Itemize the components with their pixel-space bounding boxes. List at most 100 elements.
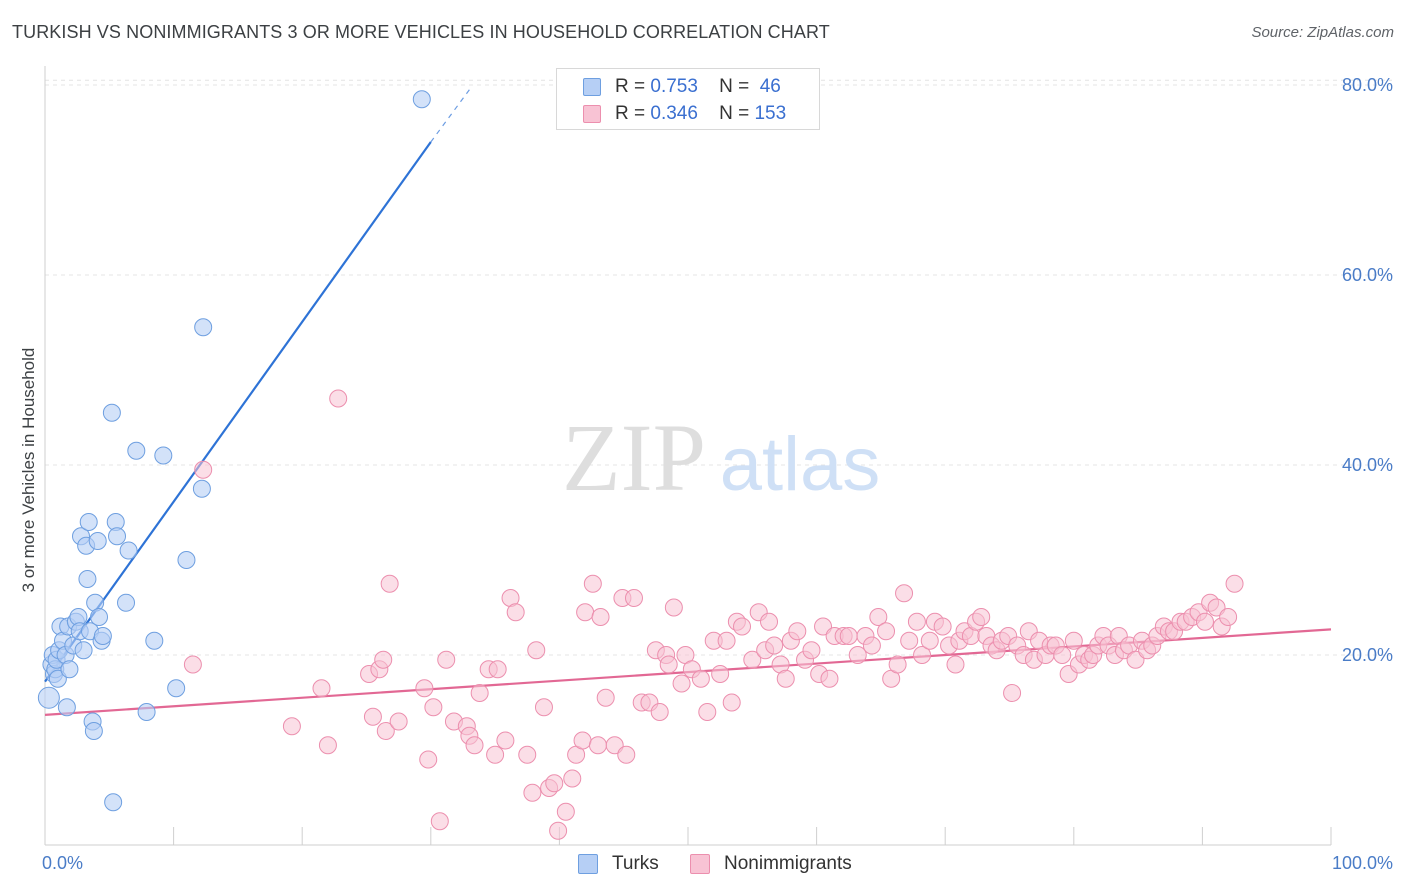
nonimmigrants-point <box>518 745 537 764</box>
turks-point <box>145 631 164 650</box>
nonimmigrants-point <box>534 698 553 717</box>
nonimmigrants-point <box>419 750 438 769</box>
turks-point <box>127 441 146 460</box>
nonimmigrants-point <box>549 821 568 840</box>
nonimmigrants-point <box>563 769 582 788</box>
turks-point <box>119 541 138 560</box>
nonimmigrants-point <box>907 612 926 631</box>
nonimmigrants-point <box>946 655 965 674</box>
tick-labels: 20.0% 40.0% 60.0% 80.0% 0.0% 100.0% <box>42 75 1393 873</box>
nonimmigrants-point <box>839 627 858 645</box>
nonimmigrants-points <box>183 389 1244 840</box>
turks-point <box>84 722 103 740</box>
nonimmigrants-point <box>848 646 867 664</box>
nonimm-r-label: R = <box>615 103 646 124</box>
turks-point <box>37 686 60 709</box>
nonimmigrants-point <box>659 655 678 674</box>
legend-nonimmigrants-label: Nonimmigrants <box>724 853 852 874</box>
turks-point <box>78 570 97 588</box>
nonimmigrants-point <box>722 693 741 712</box>
turks-points <box>37 90 431 812</box>
nonimmigrants-point <box>733 617 752 636</box>
turks-r-value: 0.753 <box>650 76 698 97</box>
nonimmigrants-point <box>545 774 564 793</box>
turks-point <box>60 660 79 679</box>
nonimmigrants-point <box>424 698 443 717</box>
nonimmigrants-point <box>869 608 888 626</box>
nonimm-n-label: N = <box>719 103 750 124</box>
turks-point <box>93 627 112 645</box>
nonimmigrants-point <box>183 655 202 674</box>
nonimmigrants-point <box>814 617 833 636</box>
turks-point <box>88 532 107 550</box>
turks-point <box>167 679 186 698</box>
turks-swatch <box>583 78 601 96</box>
nonimmigrants-point <box>1126 650 1145 669</box>
nonimmigrants-point <box>527 641 546 660</box>
y-tick-label: 20.0% <box>1342 645 1393 665</box>
nonimmigrants-point <box>617 745 636 764</box>
nonimmigrants-point <box>282 717 301 736</box>
turks-point <box>74 641 93 660</box>
nonimmigrants-point <box>576 603 595 622</box>
nonimmigrants-point <box>318 736 337 755</box>
turks-point <box>137 703 156 721</box>
nonimmigrants-point <box>698 703 717 721</box>
nonimmigrants-point <box>329 389 348 408</box>
nonimm-r-value: 0.346 <box>650 103 698 124</box>
legend-turks-swatch <box>578 854 598 874</box>
turks-r-label: R = <box>615 76 646 97</box>
nonimmigrants-point <box>573 731 592 750</box>
legend-turks-label: Turks <box>612 853 659 874</box>
y-tick-label: 60.0% <box>1342 265 1393 285</box>
turks-point <box>117 593 136 612</box>
chart-title: TURKISH VS NONIMMIGRANTS 3 OR MORE VEHIC… <box>12 22 830 42</box>
nonimmigrants-point <box>972 608 991 626</box>
nonimmigrants-point <box>1225 574 1244 593</box>
turks-point <box>57 698 76 717</box>
nonimmigrants-point <box>1053 646 1072 664</box>
stats-legend: R = 0.753 N = 46 R = 0.346 N = 153 <box>556 68 820 130</box>
watermark-atlas: atlas <box>720 422 881 507</box>
nonimmigrants-point <box>496 731 515 750</box>
nonimmigrants-point <box>556 802 575 821</box>
turks-point <box>192 479 211 498</box>
nonimmigrants-point <box>437 650 456 669</box>
nonimmigrants-point <box>605 736 624 755</box>
nonimmigrants-point <box>376 722 395 740</box>
nonimmigrants-point <box>776 669 795 688</box>
nonimmigrants-point <box>743 650 762 669</box>
watermark-zip: ZIP <box>562 404 706 511</box>
turks-trend-line <box>44 141 432 683</box>
turks-point <box>90 608 109 626</box>
y-tick-label: 40.0% <box>1342 455 1393 475</box>
turks-point <box>108 527 127 546</box>
nonimmigrants-point <box>888 655 907 674</box>
nonimmigrants-point <box>523 783 542 802</box>
nonimmigrants-point <box>486 745 505 764</box>
nonimmigrants-point <box>312 679 331 698</box>
nonimmigrants-point <box>194 460 213 479</box>
nonimmigrants-point <box>430 812 449 831</box>
y-tick-label: 80.0% <box>1342 75 1393 95</box>
x-tick-label: 0.0% <box>42 853 83 873</box>
nonimmigrants-point <box>583 574 602 593</box>
nonimmigrants-point <box>877 622 896 641</box>
nonimmigrants-point <box>506 603 525 622</box>
gridlines <box>45 79 1392 656</box>
nonimmigrants-swatch <box>583 105 601 123</box>
nonimmigrants-point <box>672 674 691 693</box>
legend-nonimmigrants-swatch <box>690 854 710 874</box>
turks-point <box>412 90 431 109</box>
turks-trend-extension <box>430 89 470 143</box>
chart-source: Source: ZipAtlas.com <box>1251 24 1394 41</box>
nonimmigrants-point <box>760 612 779 631</box>
nonimmigrants-point <box>380 574 399 593</box>
turks-point <box>177 551 196 569</box>
nonimmigrants-point <box>1003 684 1022 702</box>
nonimmigrants-point <box>900 631 919 650</box>
turks-point <box>79 513 98 531</box>
nonimmigrants-point <box>913 646 932 664</box>
nonimmigrants-point <box>895 584 914 603</box>
